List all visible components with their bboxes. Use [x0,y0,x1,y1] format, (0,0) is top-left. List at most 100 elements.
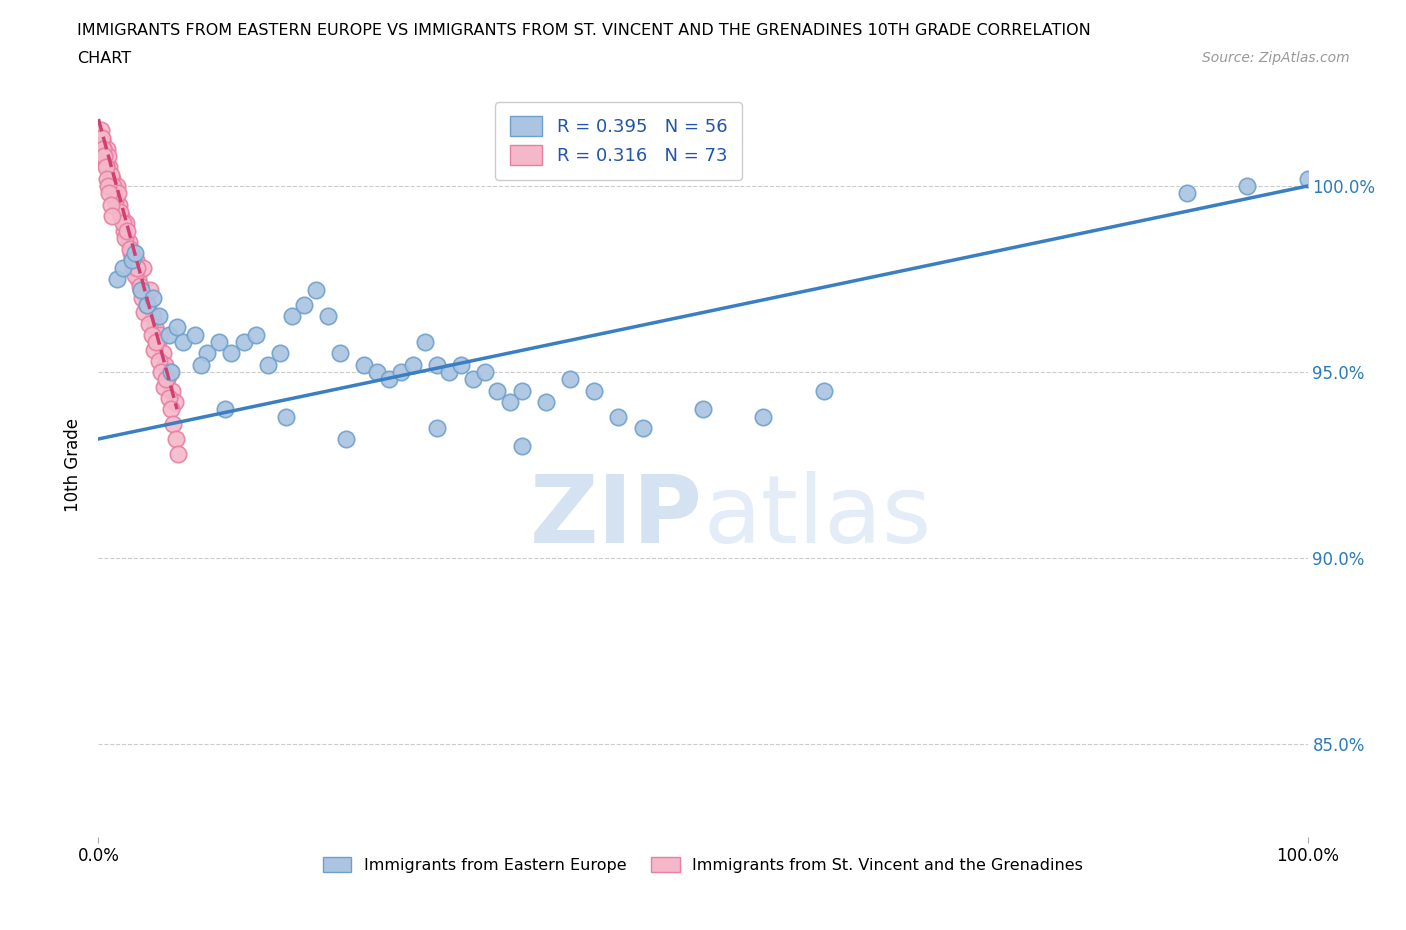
Point [108,205,131,219]
Point [172,335,194,350]
Legend: Immigrants from Eastern Europe, Immigrants from St. Vincent and the Grenadines: Immigrants from Eastern Europe, Immigran… [315,849,1091,881]
Point [1296,171,1319,186]
Point [274,409,297,424]
Point [389,365,412,379]
Point [437,365,460,379]
Point [94,160,117,175]
Point [91,134,114,149]
Point [110,208,132,223]
Point [232,335,254,350]
Point [115,216,138,231]
Point [112,223,135,238]
Point [510,439,533,454]
Point [138,316,160,331]
Point [150,365,173,379]
Point [510,383,533,398]
Point [129,283,152,298]
Point [135,298,157,312]
Point [129,283,152,298]
Point [498,394,520,409]
Point [142,309,165,324]
Point [402,357,425,372]
Point [135,298,157,312]
Point [134,305,156,320]
Point [90,123,112,138]
Text: atlas: atlas [703,472,931,563]
Point [127,272,149,286]
Point [305,283,328,298]
Point [97,179,120,193]
Point [120,246,142,260]
Point [141,327,163,342]
Point [631,420,654,435]
Point [214,402,236,417]
Point [155,372,177,387]
Point [413,335,436,350]
Point [100,208,122,223]
Point [117,223,139,238]
Point [108,197,131,212]
Point [139,283,162,298]
Point [335,432,357,446]
Point [124,268,146,283]
Point [125,253,148,268]
Point [146,335,169,350]
Text: IMMIGRANTS FROM EASTERN EUROPE VS IMMIGRANTS FROM ST. VINCENT AND THE GRENADINES: IMMIGRANTS FROM EASTERN EUROPE VS IMMIGR… [77,23,1091,38]
Point [558,372,581,387]
Point [143,342,166,357]
Point [607,409,630,424]
Point [105,272,128,286]
Point [91,141,114,156]
Point [1236,179,1258,193]
Point [127,260,149,275]
Point [329,346,352,361]
Point [94,156,117,171]
Point [93,149,115,164]
Point [316,309,339,324]
Point [142,290,165,305]
Point [107,186,129,201]
Point [148,353,170,368]
Point [157,327,180,342]
Point [153,357,176,372]
Point [292,298,315,312]
Point [136,298,159,312]
Point [486,383,509,398]
Point [813,383,835,398]
Point [426,357,449,372]
Point [152,379,174,394]
Point [534,394,557,409]
Point [132,260,155,275]
Point [166,320,188,335]
Point [157,391,180,405]
Point [269,346,291,361]
Y-axis label: 10th Grade: 10th Grade [65,418,83,512]
Point [152,346,174,361]
Point [163,394,186,409]
Point [101,179,124,193]
Point [111,260,134,275]
Point [474,365,496,379]
Point [124,246,146,260]
Point [245,327,267,342]
Point [184,327,207,342]
Point [167,446,190,461]
Point [450,357,472,372]
Point [143,320,166,335]
Point [156,372,179,387]
Point [97,149,120,164]
Point [377,372,399,387]
Point [148,309,170,324]
Point [190,357,212,372]
Point [100,197,122,212]
Point [98,160,121,175]
Text: Source: ZipAtlas.com: Source: ZipAtlas.com [1202,51,1350,65]
Point [149,327,172,342]
Point [118,242,141,257]
Point [195,346,218,361]
Point [121,253,143,268]
Point [162,417,184,432]
Point [103,186,125,201]
Point [159,365,181,379]
Point [165,432,187,446]
